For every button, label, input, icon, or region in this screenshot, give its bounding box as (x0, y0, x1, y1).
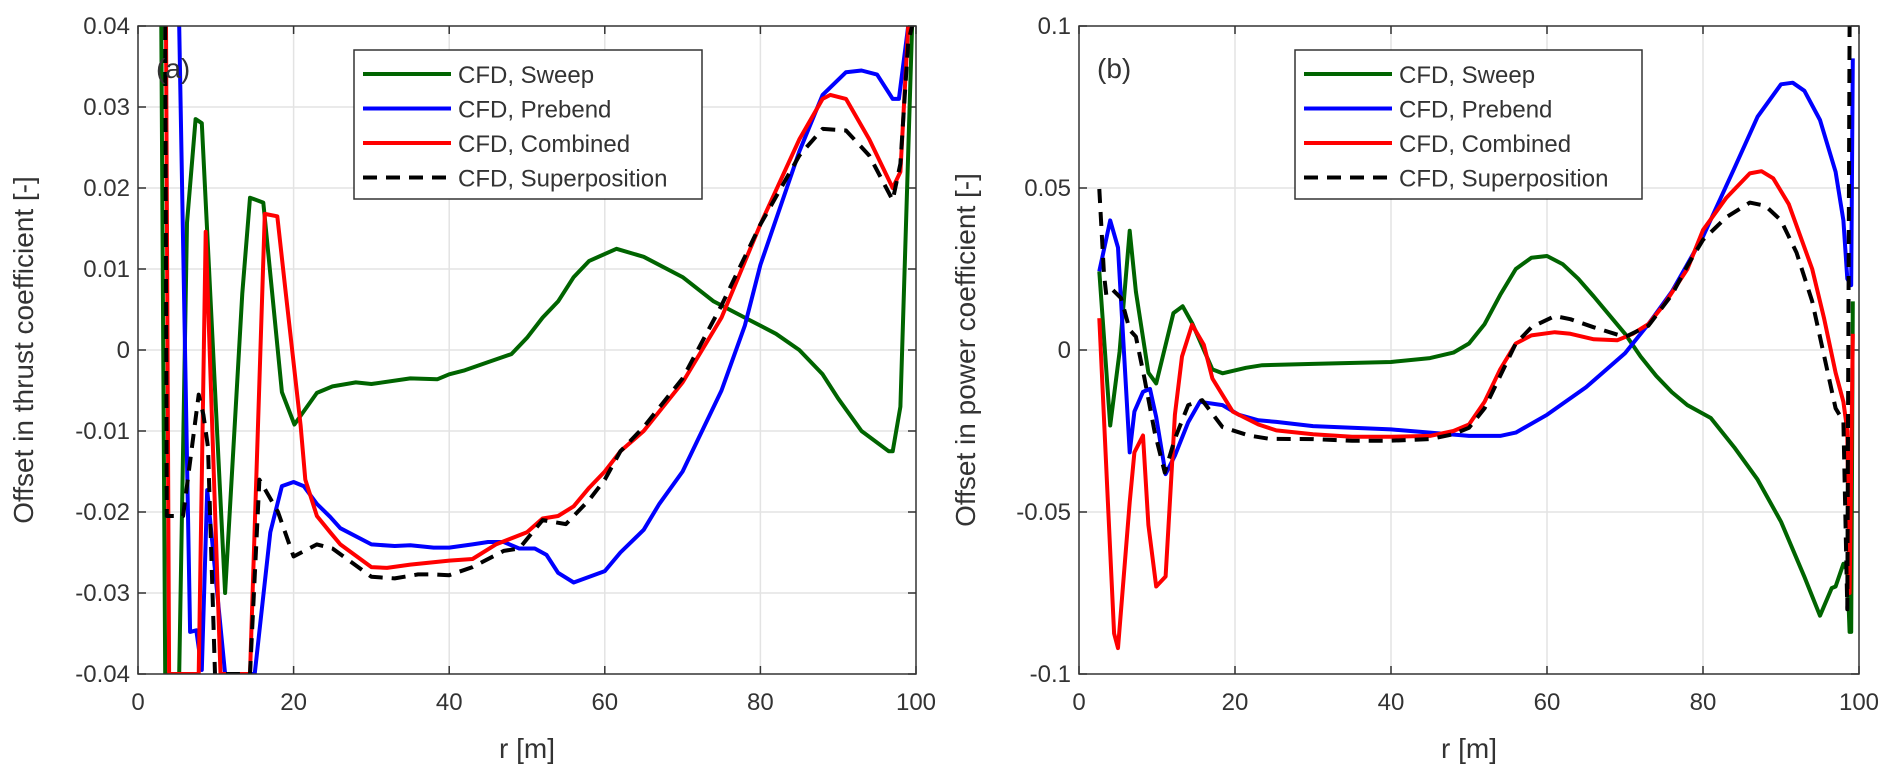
legend-entry: CFD, Sweep (1399, 62, 1535, 89)
panel-b: 0 20 40 60 80 100 -0.1 -0.05 0 0.05 0.1 (b) r [m] Off… (950, 13, 1879, 764)
x-axis-label: r [m] (1441, 733, 1497, 764)
y-tick-label: 0 (117, 337, 130, 364)
axes-frame (137, 25, 917, 675)
y-tick-label: -0.05 (1016, 499, 1071, 526)
legend: CFD, Sweep CFD, Prebend CFD, Combined CFD, … (353, 49, 703, 200)
legend-entry: CFD, Sweep (458, 62, 594, 89)
y-tick-label: 0 (1058, 337, 1071, 364)
y-tick-label: 0.03 (83, 94, 130, 121)
x-tick-label: 60 (1534, 689, 1561, 716)
y-tick-label: 0.1 (1038, 13, 1071, 40)
x-axis-label: r [m] (499, 733, 555, 764)
legend-entry: CFD, Combined (1399, 131, 1571, 158)
x-tick-label: 0 (131, 689, 144, 716)
legend-entry: CFD, Prebend (458, 97, 611, 124)
panel-label: (a) (156, 53, 190, 84)
series-line-cfd-superposition (163, 26, 915, 674)
y-tick-label: 0.01 (83, 256, 130, 283)
y-tick-label: 0.04 (83, 13, 130, 40)
series-line-cfd-combined (1097, 169, 1855, 651)
x-tick-label: 40 (1378, 689, 1405, 716)
legend-entry: CFD, Superposition (458, 166, 667, 193)
y-tick-label: -0.1 (1030, 661, 1071, 688)
y-tick-label: -0.04 (75, 661, 130, 688)
y-axis-label: Offset in power coefficient [-] (950, 173, 981, 527)
legend-entry: CFD, Superposition (1399, 166, 1608, 193)
series-line-cfd-combined (164, 26, 913, 674)
series-line-cfd-sweep (159, 26, 915, 674)
y-tick-label: -0.03 (75, 580, 130, 607)
legend-entry: CFD, Prebend (1399, 97, 1552, 124)
x-tick-label: 60 (591, 689, 618, 716)
legend-entry: CFD, Combined (458, 131, 630, 158)
y-tick-label: 0.05 (1024, 175, 1071, 202)
panel-a: 0 20 40 60 80 100 -0.04 -0.03 -0.02 -0.01 0 0.01 0.0… (8, 13, 936, 764)
y-axis-label: Offset in thrust coefficient [-] (8, 176, 39, 524)
y-tick-label: -0.02 (75, 499, 130, 526)
x-tick-label: 80 (747, 689, 774, 716)
x-tick-label: 20 (1222, 689, 1249, 716)
x-tick-label: 100 (896, 689, 936, 716)
x-tick-label: 40 (436, 689, 463, 716)
axes-frame (1078, 25, 1860, 675)
series-line-cfd-superposition (1097, 26, 1852, 612)
x-tick-label: 20 (280, 689, 307, 716)
y-tick-label: -0.01 (75, 418, 130, 445)
x-tick-label: 100 (1839, 689, 1879, 716)
x-tick-label: 0 (1072, 689, 1085, 716)
legend: CFD, Sweep CFD, Prebend CFD, Combined CFD, … (1294, 49, 1643, 200)
x-tick-label: 80 (1690, 689, 1717, 716)
panel-label: (b) (1097, 53, 1131, 84)
series-line-cfd-sweep (1097, 228, 1855, 634)
y-tick-label: 0.02 (83, 175, 130, 202)
